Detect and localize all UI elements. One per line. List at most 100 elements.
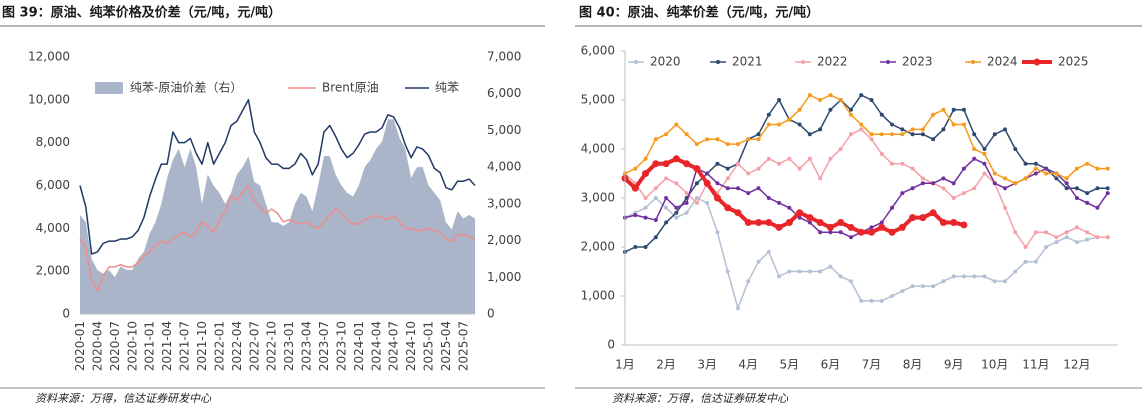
x-tick-label: 2024-07 [387, 321, 401, 371]
marker [920, 284, 925, 289]
marker [1064, 181, 1069, 186]
marker [1044, 171, 1049, 176]
y-tick-label: 10,000 [28, 92, 70, 106]
marker [900, 161, 905, 166]
marker [869, 225, 874, 230]
y2-tick-label: 7,000 [487, 50, 521, 64]
marker [1054, 176, 1059, 181]
marker [744, 219, 752, 226]
marker [838, 98, 843, 102]
marker [909, 214, 917, 222]
marker [797, 215, 802, 220]
marker [713, 194, 721, 202]
marker [848, 279, 853, 284]
y-tick-label: 5,000 [581, 93, 615, 107]
marker [1023, 161, 1028, 166]
marker [890, 294, 895, 298]
marker [910, 132, 915, 137]
line [79, 99, 476, 255]
marker [735, 161, 740, 166]
marker [868, 228, 875, 236]
marker [1095, 235, 1100, 240]
y2-tick-label: 1,000 [487, 270, 521, 284]
marker [992, 279, 997, 284]
marker [910, 166, 915, 171]
y-tick-label: 4,000 [581, 142, 615, 156]
marker [848, 132, 853, 137]
x-tick-label: 8月 [903, 358, 923, 372]
marker [941, 107, 946, 112]
y-tick-label: 2,000 [581, 240, 615, 254]
marker [941, 186, 946, 191]
y2-tick-label: 2,000 [487, 233, 521, 247]
x-tick-label: 2021-04 [160, 321, 174, 371]
marker [920, 176, 925, 181]
line [624, 197, 1108, 309]
y-tick-label: 2,000 [36, 264, 70, 278]
marker [725, 176, 730, 181]
marker [931, 137, 936, 142]
marker [756, 166, 761, 171]
marker [1003, 279, 1008, 284]
marker [941, 176, 946, 181]
x-tick-label: 7月 [862, 358, 882, 372]
marker [847, 223, 855, 231]
marker [703, 179, 711, 187]
marker [1074, 240, 1079, 245]
x-tick-label: 2023-01 [282, 321, 296, 371]
marker [900, 132, 905, 137]
marker [725, 186, 730, 191]
y-tick-label: 6,000 [36, 178, 70, 192]
marker [684, 210, 689, 215]
marker [951, 181, 956, 186]
marker [941, 279, 946, 284]
marker [766, 112, 771, 117]
marker [879, 112, 884, 117]
marker [869, 137, 874, 142]
marker [746, 137, 751, 142]
marker [1105, 166, 1110, 171]
x-tick-label: 2021-01 [143, 321, 157, 371]
marker [848, 235, 853, 240]
marker [900, 191, 905, 196]
marker [879, 220, 884, 225]
legend-marker [886, 60, 890, 64]
marker [859, 298, 864, 303]
marker [1064, 235, 1069, 240]
x-tick-label: 2020-04 [90, 321, 104, 371]
marker [766, 122, 771, 127]
marker [1074, 166, 1079, 171]
marker [653, 196, 658, 200]
marker [1054, 235, 1059, 240]
marker [910, 186, 915, 191]
marker [1033, 166, 1038, 171]
y2-tick-label: 6,000 [487, 86, 521, 100]
marker [684, 132, 689, 137]
marker [818, 127, 823, 132]
marker [693, 165, 701, 173]
marker [1085, 230, 1090, 235]
marker [777, 161, 782, 166]
marker [879, 298, 884, 303]
marker [900, 289, 905, 294]
marker [766, 196, 771, 200]
marker [674, 210, 679, 215]
x-tick-label: 2024-10 [404, 321, 418, 371]
marker [633, 166, 638, 171]
marker [951, 107, 956, 112]
marker [890, 132, 895, 137]
marker [1033, 259, 1038, 264]
marker [982, 151, 987, 156]
marker [653, 218, 658, 223]
marker [664, 220, 669, 225]
marker [818, 269, 823, 274]
marker [787, 205, 792, 210]
line [624, 128, 1108, 248]
marker [1064, 176, 1069, 181]
marker [857, 228, 865, 236]
marker [1033, 230, 1038, 235]
marker [900, 127, 905, 132]
marker [910, 284, 915, 289]
marker [972, 274, 977, 279]
